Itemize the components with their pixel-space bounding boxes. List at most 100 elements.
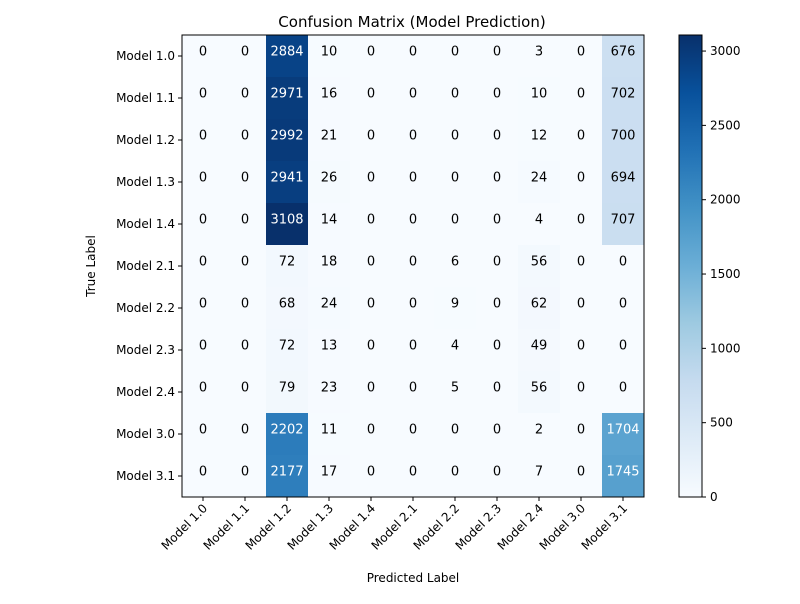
heatmap-cell (392, 161, 435, 204)
cell-value-label: 0 (577, 87, 585, 102)
heatmap-cell (266, 287, 309, 330)
cell-value-label: 0 (409, 129, 417, 144)
heatmap-cell (392, 245, 435, 288)
cell-value-label: 0 (199, 87, 207, 102)
cell-value-label: 6 (451, 255, 459, 270)
cell-value-label: 4 (451, 339, 459, 354)
heatmap-cell (476, 245, 519, 288)
cell-value-label: 694 (611, 171, 636, 186)
cell-value-label: 0 (619, 255, 627, 270)
heatmap-cell (434, 287, 477, 330)
heatmap-cell (434, 413, 477, 456)
y-tick-label: Model 2.2 (116, 301, 175, 315)
cell-value-label: 49 (531, 339, 548, 354)
heatmap-cell (266, 35, 309, 78)
heatmap-cell (560, 35, 603, 78)
colorbar-ticks: 0 500 1000 1500 2000 2500 3000 (702, 44, 741, 504)
heatmap-cells (182, 35, 645, 498)
y-tick-label: Model 2.1 (116, 259, 175, 273)
heatmap-cell (266, 455, 309, 498)
heatmap-cell (182, 287, 225, 330)
colorbar-tick-label: 1500 (710, 267, 741, 281)
cell-value-label: 1704 (606, 423, 639, 438)
cell-value-label: 0 (367, 213, 375, 228)
heatmap-cell (266, 371, 309, 414)
heatmap-cell (182, 455, 225, 498)
heatmap-cell (602, 203, 645, 246)
heatmap-cell (560, 329, 603, 372)
heatmap-cell (560, 371, 603, 414)
cell-value-label: 676 (611, 45, 636, 60)
cell-value-label: 0 (493, 423, 501, 438)
cell-value-label: 0 (367, 465, 375, 480)
cell-value-label: 11 (321, 423, 338, 438)
y-tick-label: Model 2.4 (116, 385, 175, 399)
cell-value-label: 0 (493, 171, 501, 186)
heatmap-cell (476, 371, 519, 414)
cell-value-label: 0 (451, 423, 459, 438)
cell-value-label: 0 (619, 381, 627, 396)
heatmap-cell (308, 161, 351, 204)
chart-title: Confusion Matrix (Model Prediction) (278, 13, 545, 31)
cell-value-label: 0 (577, 465, 585, 480)
heatmap-cell (602, 119, 645, 162)
y-tick-label: Model 1.4 (116, 217, 175, 231)
heatmap-cell (392, 287, 435, 330)
cell-value-label: 0 (577, 129, 585, 144)
cell-value-label: 0 (451, 465, 459, 480)
x-axis-label: Predicted Label (367, 571, 460, 585)
cell-value-label: 0 (409, 45, 417, 60)
heatmap-cell (182, 161, 225, 204)
heatmap-cell (224, 35, 267, 78)
cell-value-label: 0 (367, 423, 375, 438)
heatmap-cell (602, 35, 645, 78)
heatmap-cell (308, 413, 351, 456)
cell-value-label: 0 (199, 465, 207, 480)
cell-value-label: 0 (199, 213, 207, 228)
cell-value-label: 7 (535, 465, 543, 480)
cell-value-label: 0 (577, 171, 585, 186)
cell-value-label: 2884 (270, 45, 303, 60)
heatmap-cell (182, 77, 225, 120)
cell-value-label: 4 (535, 213, 543, 228)
heatmap-cell (476, 329, 519, 372)
cell-value-label: 16 (321, 87, 338, 102)
heatmap-cell (350, 287, 393, 330)
heatmap-cell (350, 119, 393, 162)
cell-value-label: 23 (321, 381, 338, 396)
colorbar (678, 34, 703, 498)
heatmap-cell (434, 77, 477, 120)
heatmap-cell (392, 329, 435, 372)
heatmap-cell (602, 77, 645, 120)
cell-value-label: 10 (531, 87, 548, 102)
cell-value-label: 0 (367, 129, 375, 144)
y-tick-label: Model 1.1 (116, 91, 175, 105)
cell-value-label: 0 (493, 213, 501, 228)
heatmap-cell (182, 35, 225, 78)
cell-value-label: 0 (409, 465, 417, 480)
cell-value-label: 0 (241, 255, 249, 270)
heatmap-cell (476, 413, 519, 456)
colorbar-tick-label: 0 (710, 490, 718, 504)
cell-value-label: 2 (535, 423, 543, 438)
heatmap-cell (266, 203, 309, 246)
cell-value-label: 702 (611, 87, 636, 102)
heatmap-cell (224, 203, 267, 246)
heatmap-cell (602, 245, 645, 288)
cell-value-label: 24 (321, 297, 338, 312)
heatmap-cell (434, 35, 477, 78)
x-tick-label: Model 3.1 (579, 501, 631, 553)
heatmap-cell (518, 329, 561, 372)
cell-value-label: 0 (409, 423, 417, 438)
cell-value-label: 0 (367, 255, 375, 270)
heatmap-cell (392, 455, 435, 498)
heatmap-cell (224, 161, 267, 204)
heatmap-cell (476, 35, 519, 78)
heatmap-cell (476, 77, 519, 120)
cell-value-label: 0 (493, 465, 501, 480)
cell-value-label: 0 (451, 213, 459, 228)
cell-value-label: 26 (321, 171, 338, 186)
heatmap-cell (434, 329, 477, 372)
